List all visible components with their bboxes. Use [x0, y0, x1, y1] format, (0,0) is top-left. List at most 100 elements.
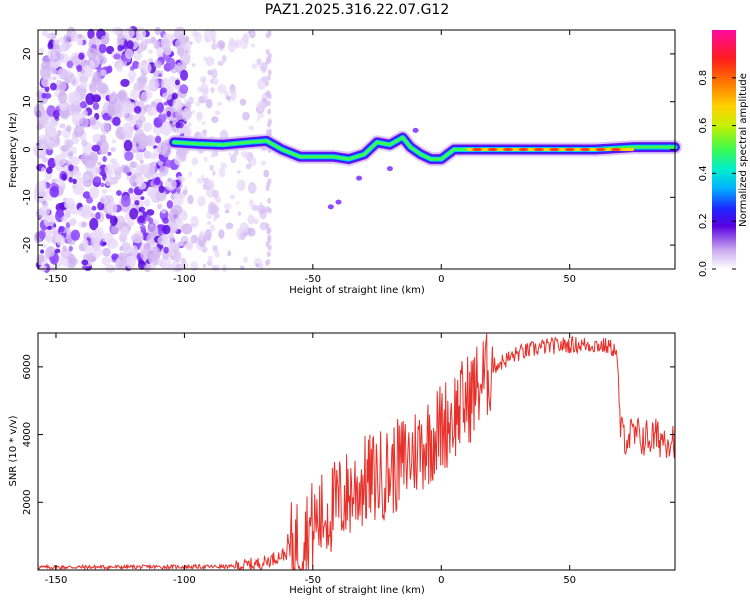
- noise-blob: [201, 92, 209, 101]
- ridge-peak: [549, 147, 560, 152]
- noise-blob: [237, 211, 242, 217]
- noise-blob: [116, 190, 122, 196]
- ridge-peak: [595, 147, 606, 152]
- noise-blob: [81, 109, 88, 117]
- noise-blob: [120, 78, 130, 87]
- noise-blob: [187, 194, 194, 205]
- noise-blob: [49, 82, 57, 91]
- noise-blob: [162, 252, 169, 261]
- noise-blob: [229, 194, 235, 200]
- x-tick-label: 0: [438, 274, 444, 285]
- noise-blob: [229, 89, 236, 95]
- noise-blob: [202, 263, 207, 268]
- x-tick-label: 0: [438, 575, 444, 586]
- noise-blob: [38, 47, 45, 53]
- noise-blob: [176, 148, 185, 159]
- noise-blob: [133, 105, 142, 114]
- noise-blob: [39, 196, 46, 203]
- noise-blob: [70, 55, 81, 66]
- noise-blob: [247, 30, 251, 34]
- noise-blob: [210, 87, 215, 94]
- noise-blob: [106, 238, 119, 249]
- noise-blob: [191, 63, 196, 67]
- noise-blob: [210, 68, 218, 79]
- y-tick-label: -20: [22, 237, 33, 253]
- noise-blob: [80, 101, 88, 109]
- noise-blob: [73, 125, 85, 138]
- noise-blob: [148, 112, 154, 116]
- noise-blob: [164, 159, 173, 168]
- noise-blob: [44, 122, 53, 134]
- noise-blob: [41, 77, 51, 88]
- y-tick-label: -10: [22, 189, 33, 205]
- x-tick-label: 50: [563, 274, 576, 285]
- noise-blob: [52, 110, 60, 119]
- noise-blob: [164, 178, 177, 191]
- noise-blob: [210, 151, 215, 159]
- noise-blob: [157, 141, 168, 155]
- noise-blob: [146, 209, 155, 216]
- noise-blob: [197, 86, 204, 93]
- noise-blob: [135, 152, 144, 161]
- noise-blob: [137, 215, 146, 224]
- noise-blob: [219, 133, 225, 138]
- noise-blob: [222, 264, 228, 272]
- noise-blob: [335, 199, 342, 205]
- noise-blob: [47, 140, 56, 149]
- noise-blob: [97, 162, 102, 166]
- noise-blob: [166, 110, 172, 118]
- noise-blob: [237, 170, 241, 174]
- noise-blob: [101, 256, 111, 266]
- y-tick-label: 10: [22, 95, 33, 108]
- noise-blob: [57, 91, 68, 104]
- noise-blob: [54, 233, 62, 243]
- noise-blob: [181, 107, 191, 122]
- snr-panel: -150 -100 -50 0 50 2000 4000 6000 Height of st…: [8, 332, 676, 596]
- noise-blob: [162, 217, 169, 224]
- noise-blob: [37, 139, 48, 151]
- noise-blob: [153, 177, 161, 186]
- noise-blob: [97, 122, 103, 127]
- noise-blob: [43, 92, 52, 99]
- noise-blob: [59, 182, 66, 188]
- noise-blob: [239, 36, 249, 50]
- x-tick-label: -100: [173, 575, 196, 586]
- spectrogram-y-label: Frequency (Hz): [8, 112, 19, 188]
- noise-blob: [327, 204, 334, 210]
- noise-blob: [100, 182, 105, 188]
- noise-blob: [183, 213, 188, 217]
- noise-blob: [175, 121, 181, 129]
- noise-blob: [146, 91, 153, 99]
- noise-blob: [132, 60, 140, 69]
- noise-blob: [122, 122, 134, 138]
- noise-blob: [93, 176, 102, 183]
- noise-blob: [110, 147, 117, 152]
- noise-blob: [109, 95, 120, 108]
- noise-blob: [87, 28, 95, 40]
- noise-blob: [160, 255, 171, 270]
- noise-blob: [64, 144, 72, 151]
- noise-blob: [50, 116, 55, 121]
- noise-blob: [212, 189, 219, 199]
- noise-blob: [120, 106, 129, 117]
- noise-blob: [223, 203, 232, 210]
- noise-blob: [102, 241, 107, 246]
- noise-blob: [259, 263, 264, 269]
- noise-blob: [95, 167, 101, 174]
- noise-blob: [89, 116, 97, 126]
- noise-blob: [249, 199, 254, 207]
- noise-blob: [49, 186, 60, 198]
- noise-blob: [230, 153, 237, 164]
- noise-blob: [57, 129, 62, 137]
- ridge-peak: [533, 147, 544, 152]
- noise-blob: [68, 176, 73, 183]
- noise-blob: [107, 151, 112, 156]
- noise-blob: [61, 215, 68, 223]
- noise-blob: [195, 100, 201, 107]
- noise-blob: [214, 197, 222, 204]
- noise-blob: [217, 83, 227, 94]
- noise-blob: [255, 263, 260, 268]
- noise-blob: [41, 93, 46, 99]
- colorbar-tick-label: 0.0: [698, 261, 709, 277]
